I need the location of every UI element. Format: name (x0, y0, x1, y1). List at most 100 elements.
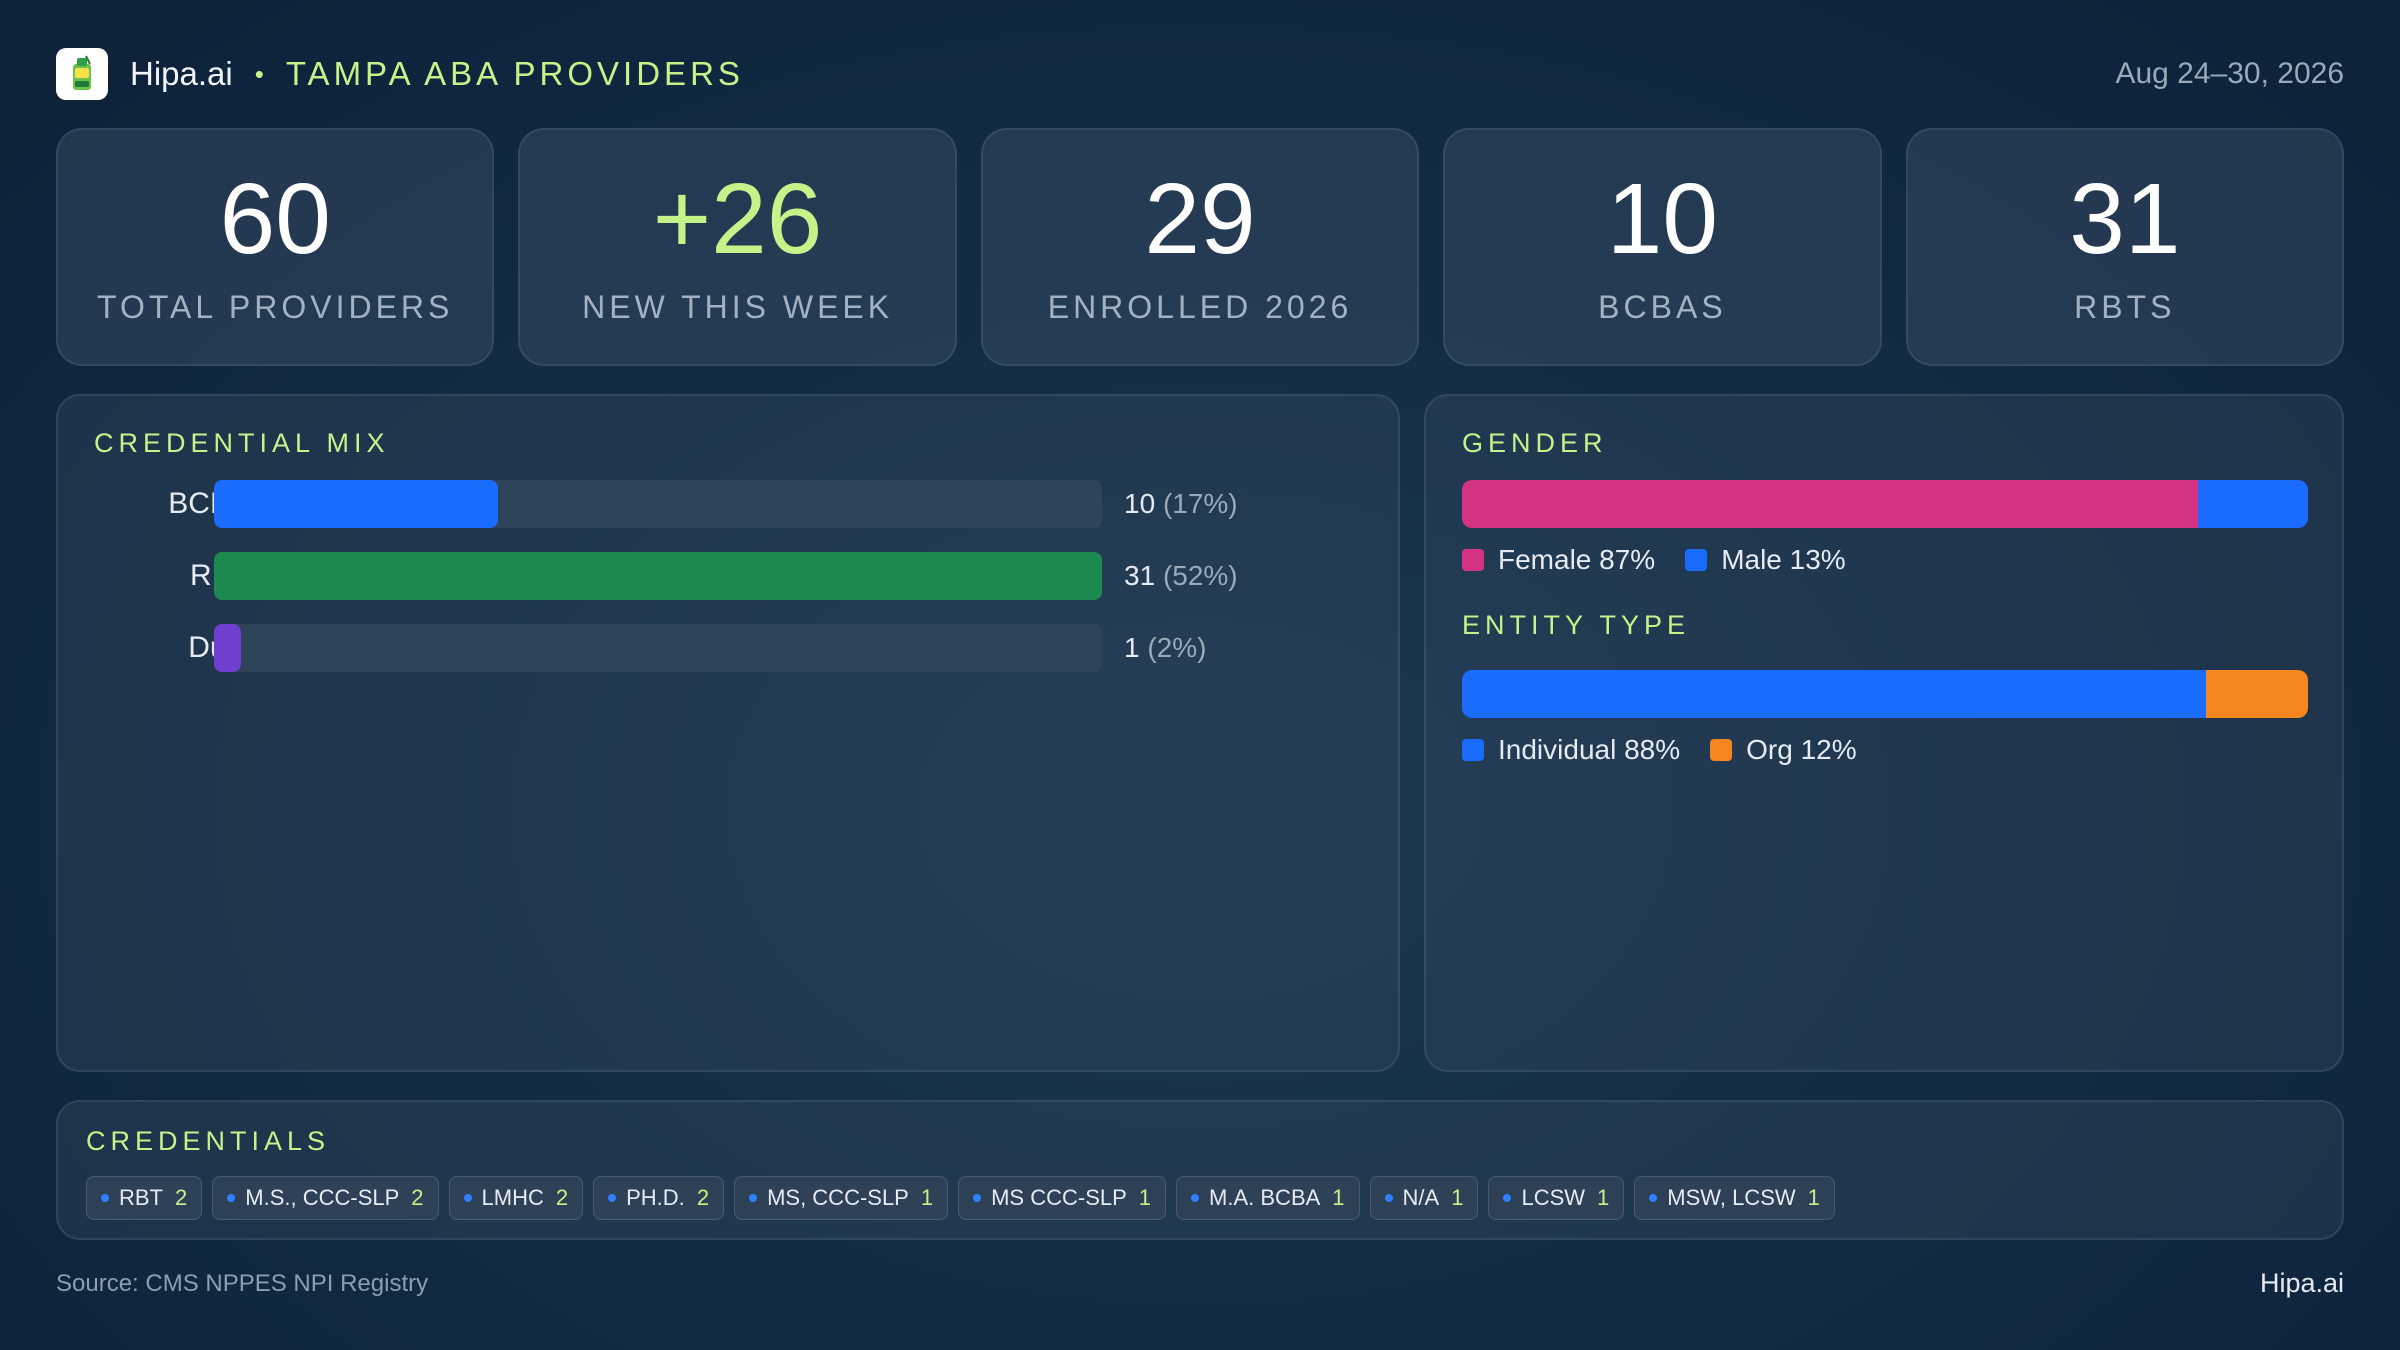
chip-count: 2 (175, 1185, 188, 1210)
credential-chip[interactable]: LMHC 2 (448, 1176, 584, 1220)
bar-track (214, 552, 1102, 600)
bullet-dot (463, 1194, 472, 1202)
bullet-dot (1191, 1194, 1200, 1202)
legend-item-male: Male 13% (1685, 544, 1846, 576)
bullet-dot (608, 1194, 617, 1202)
bullet-dot (973, 1194, 982, 1202)
chip-label: M.S., CCC-SLP (245, 1185, 400, 1210)
legend-swatch (1462, 549, 1484, 571)
chip-label: RBT (119, 1185, 163, 1210)
kpi-value: 60 (219, 162, 331, 275)
chip-label: MS CCC-SLP (991, 1185, 1127, 1210)
entity-stacked-bar (1462, 670, 2308, 718)
legend-label: Individual 88% (1498, 734, 1681, 765)
bullet-dot (1649, 1194, 1658, 1202)
bullet-dot (1503, 1194, 1512, 1202)
chip-label: MSW, LCSW (1667, 1185, 1796, 1210)
gender-legend: Female 87% Male 13% (1462, 544, 1876, 576)
source-note: Source: CMS NPPES NPI Registry (56, 1270, 429, 1297)
bar-row-bcba: BCBA 10 (17%) (58, 480, 1358, 528)
gender-segment-male (2198, 480, 2308, 528)
panel-title: CREDENTIAL MIX (94, 428, 390, 458)
legend-swatch (1462, 739, 1484, 761)
chip-count: 1 (1807, 1185, 1820, 1210)
bar-fill (214, 480, 499, 528)
chip-label: LCSW (1521, 1185, 1586, 1210)
kpi-row: 60 TOTAL PROVIDERS +26 NEW THIS WEEK 29 … (56, 128, 2345, 366)
credential-chip[interactable]: N/A 1 (1369, 1176, 1479, 1220)
credential-chip[interactable]: MS, CCC-SLP 1 (734, 1176, 949, 1220)
bar-value: 1 (2%) (1124, 624, 1206, 672)
page-title: TAMPA ABA PROVIDERS (285, 55, 744, 92)
credential-chip[interactable]: MS CCC-SLP 1 (958, 1176, 1167, 1220)
kpi-value: 31 (2069, 162, 2181, 275)
credential-chip[interactable]: PH.D. 2 (593, 1176, 725, 1220)
credential-chip[interactable]: RBT 2 (86, 1176, 203, 1220)
legend-label: Male 13% (1721, 544, 1846, 575)
kpi-label: NEW THIS WEEK (582, 288, 894, 325)
kpi-card-bcbas: 10 BCBAS (1443, 128, 1882, 366)
credential-chip[interactable]: LCSW 1 (1488, 1176, 1625, 1220)
kpi-card-total-providers: 60 TOTAL PROVIDERS (56, 128, 495, 366)
bar-fill (214, 624, 241, 672)
entity-segment-individual (1462, 670, 2207, 718)
date-range: Aug 24–30, 2026 (2115, 57, 2344, 90)
credentials-title: CREDENTIALS (86, 1126, 331, 1156)
title-separator: • (254, 58, 264, 89)
legend-item-org: Org 12% (1710, 734, 1857, 766)
kpi-value: 29 (1144, 162, 1256, 275)
chip-count: 1 (1451, 1185, 1464, 1210)
bar-count: 10 (1124, 488, 1156, 519)
legend-label: Female 87% (1498, 544, 1656, 575)
credential-chip-list: RBT 2 M.S., CCC-SLP 2 LMHC 2 PH.D. 2 MS, CCC… (86, 1176, 1835, 1220)
brand-name: Hipa.ai (130, 55, 233, 92)
bar-percent: (17%) (1162, 488, 1238, 519)
gender-stacked-bar (1462, 480, 2308, 528)
credentials-panel: CREDENTIALS RBT 2 M.S., CCC-SLP 2 LMHC 2 PH… (56, 1100, 2344, 1240)
bullet-dot (101, 1194, 109, 1202)
bar-percent: (2%) (1147, 632, 1207, 663)
bar-value: 31 (52%) (1124, 552, 1238, 600)
chip-label: MS, CCC-SLP (767, 1185, 909, 1210)
bar-value: 10 (17%) (1124, 480, 1238, 528)
bar-track (214, 624, 1102, 672)
kpi-label: ENROLLED 2026 (1047, 288, 1353, 325)
credential-chip[interactable]: MSW, LCSW 1 (1634, 1176, 1835, 1220)
chip-label: LMHC (481, 1185, 544, 1210)
credential-chip[interactable]: M.S., CCC-SLP 2 (212, 1176, 439, 1220)
kpi-card-rbts: 31 RBTS (1905, 128, 2345, 366)
entity-segment-org (2206, 670, 2308, 718)
credential-mix-panel: CREDENTIAL MIX BCBA 10 (17%) RBT 31 (52%… (56, 394, 1400, 1072)
legend-label: Org 12% (1746, 734, 1857, 765)
chip-count: 2 (555, 1185, 569, 1210)
kpi-label: RBTS (2074, 288, 2176, 325)
bullet-dot (1384, 1194, 1393, 1202)
chip-label: N/A (1402, 1185, 1440, 1210)
bar-track (214, 480, 1102, 528)
bar-count: 31 (1124, 560, 1156, 591)
gender-segment-female (1462, 480, 2199, 528)
kpi-label: BCBAS (1598, 288, 1727, 325)
chip-label: PH.D. (626, 1185, 685, 1210)
entity-type-title: ENTITY TYPE (1462, 610, 1691, 640)
legend-item-female: Female 87% (1462, 544, 1655, 576)
credential-chip[interactable]: M.A. BCBA 1 (1176, 1176, 1360, 1220)
legend-item-individual: Individual 88% (1462, 734, 1680, 766)
header: Hipa.ai • TAMPA ABA PROVIDERS Aug 24–30,… (56, 48, 2344, 100)
chip-count: 1 (920, 1185, 934, 1210)
clipboard-cup-icon (73, 55, 91, 90)
bar-count: 1 (1124, 632, 1140, 663)
kpi-label: TOTAL PROVIDERS (97, 288, 454, 325)
chip-count: 2 (411, 1185, 424, 1210)
legend-swatch (1710, 739, 1733, 761)
legend-swatch (1685, 549, 1708, 571)
kpi-card-new-this-week: +26 NEW THIS WEEK (518, 128, 957, 366)
logo (56, 48, 108, 100)
chip-label: M.A. BCBA (1209, 1185, 1321, 1210)
demographics-panel: GENDER Female 87% Male 13% ENTITY TYPE I… (1424, 394, 2344, 1072)
kpi-value: 10 (1606, 162, 1719, 275)
bullet-dot (227, 1194, 236, 1202)
kpi-card-enrolled: 29 ENROLLED 2026 (980, 128, 1420, 366)
chip-count: 2 (696, 1185, 710, 1210)
bar-row-dual: Dual 1 (2%) (58, 624, 1358, 672)
